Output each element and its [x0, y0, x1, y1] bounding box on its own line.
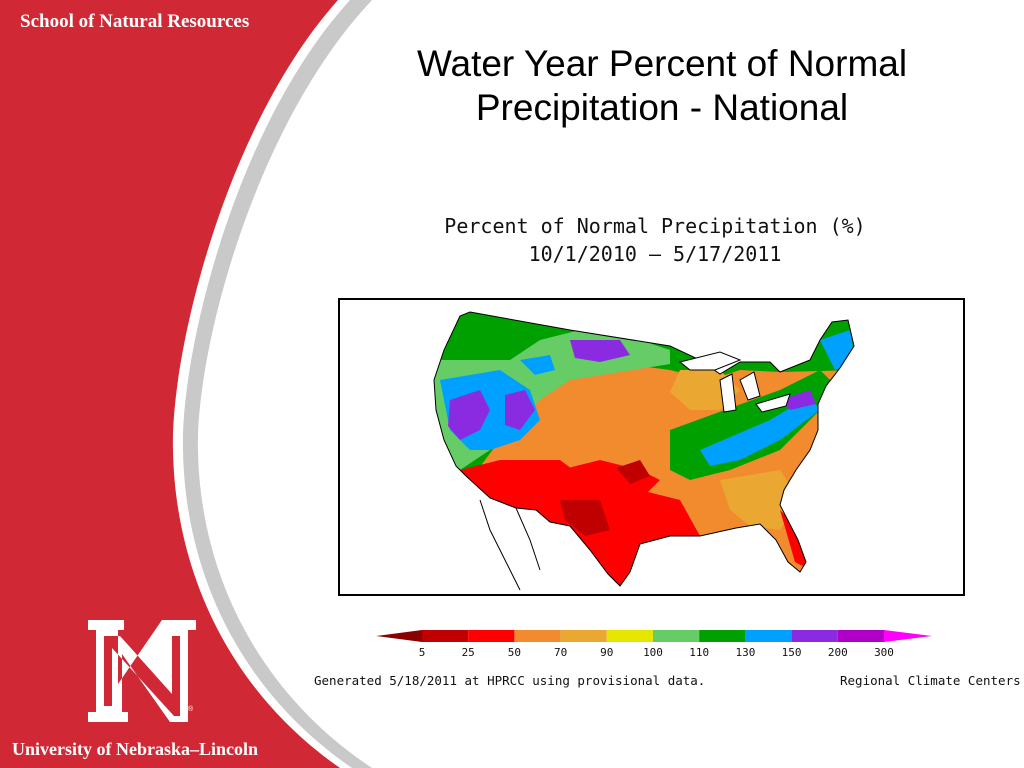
legend-swatch	[514, 630, 561, 642]
legend-tick-label: 50	[508, 646, 521, 659]
legend-arrow-low	[376, 630, 422, 642]
legend-tick-label: 70	[554, 646, 567, 659]
legend-swatch	[468, 630, 515, 642]
nebraska-n-logo-icon	[88, 620, 196, 722]
registered-mark: ®	[188, 706, 194, 713]
legend-tick-label: 25	[462, 646, 475, 659]
legend-tick-label: 90	[600, 646, 613, 659]
slide-title-line2: Precipitation - National	[475, 87, 849, 128]
legend-swatch	[606, 630, 653, 642]
great-lakes	[678, 351, 791, 413]
legend-tick-label: 300	[874, 646, 894, 659]
legend-swatch	[653, 630, 700, 642]
slide-title-line1: Water Year Percent of Normal	[416, 43, 908, 84]
us-precipitation-map	[433, 311, 855, 591]
map-title: Percent of Normal Precipitation (%) 10/1…	[420, 212, 890, 268]
slide-title: Water Year Percent of Normal Precipitati…	[360, 42, 964, 130]
red-panel	[0, 0, 340, 768]
precipitation-legend-colorbar: 5 25 50 70 90 100 110 130 150 200 300	[376, 630, 932, 659]
university-name: University of Nebraska–Lincoln	[12, 739, 259, 759]
legend-swatch	[791, 630, 838, 642]
legend-tick-label: 100	[643, 646, 663, 659]
legend-tick-label: 200	[828, 646, 848, 659]
school-name: School of Natural Resources	[20, 11, 250, 32]
legend-tick-label: 150	[782, 646, 802, 659]
legend-tick-label: 110	[689, 646, 709, 659]
source-credit: Regional Climate Centers	[840, 673, 1021, 688]
legend-swatch	[837, 630, 884, 642]
map-title-line1: Percent of Normal Precipitation (%)	[444, 214, 866, 238]
legend-swatch	[745, 630, 792, 642]
precipitation-map-frame	[338, 298, 965, 596]
generated-note: Generated 5/18/2011 at HPRCC using provi…	[314, 673, 706, 688]
legend-tick-label: 5	[419, 646, 426, 659]
us-outline	[433, 311, 855, 587]
map-title-line2: 10/1/2010 – 5/17/2011	[528, 242, 782, 266]
legend-tick-label: 130	[735, 646, 755, 659]
legend-swatch	[560, 630, 607, 642]
precipitation-fill	[434, 312, 854, 586]
legend-arrow-high	[884, 630, 932, 642]
legend-swatch	[699, 630, 746, 642]
legend-swatch	[422, 630, 469, 642]
